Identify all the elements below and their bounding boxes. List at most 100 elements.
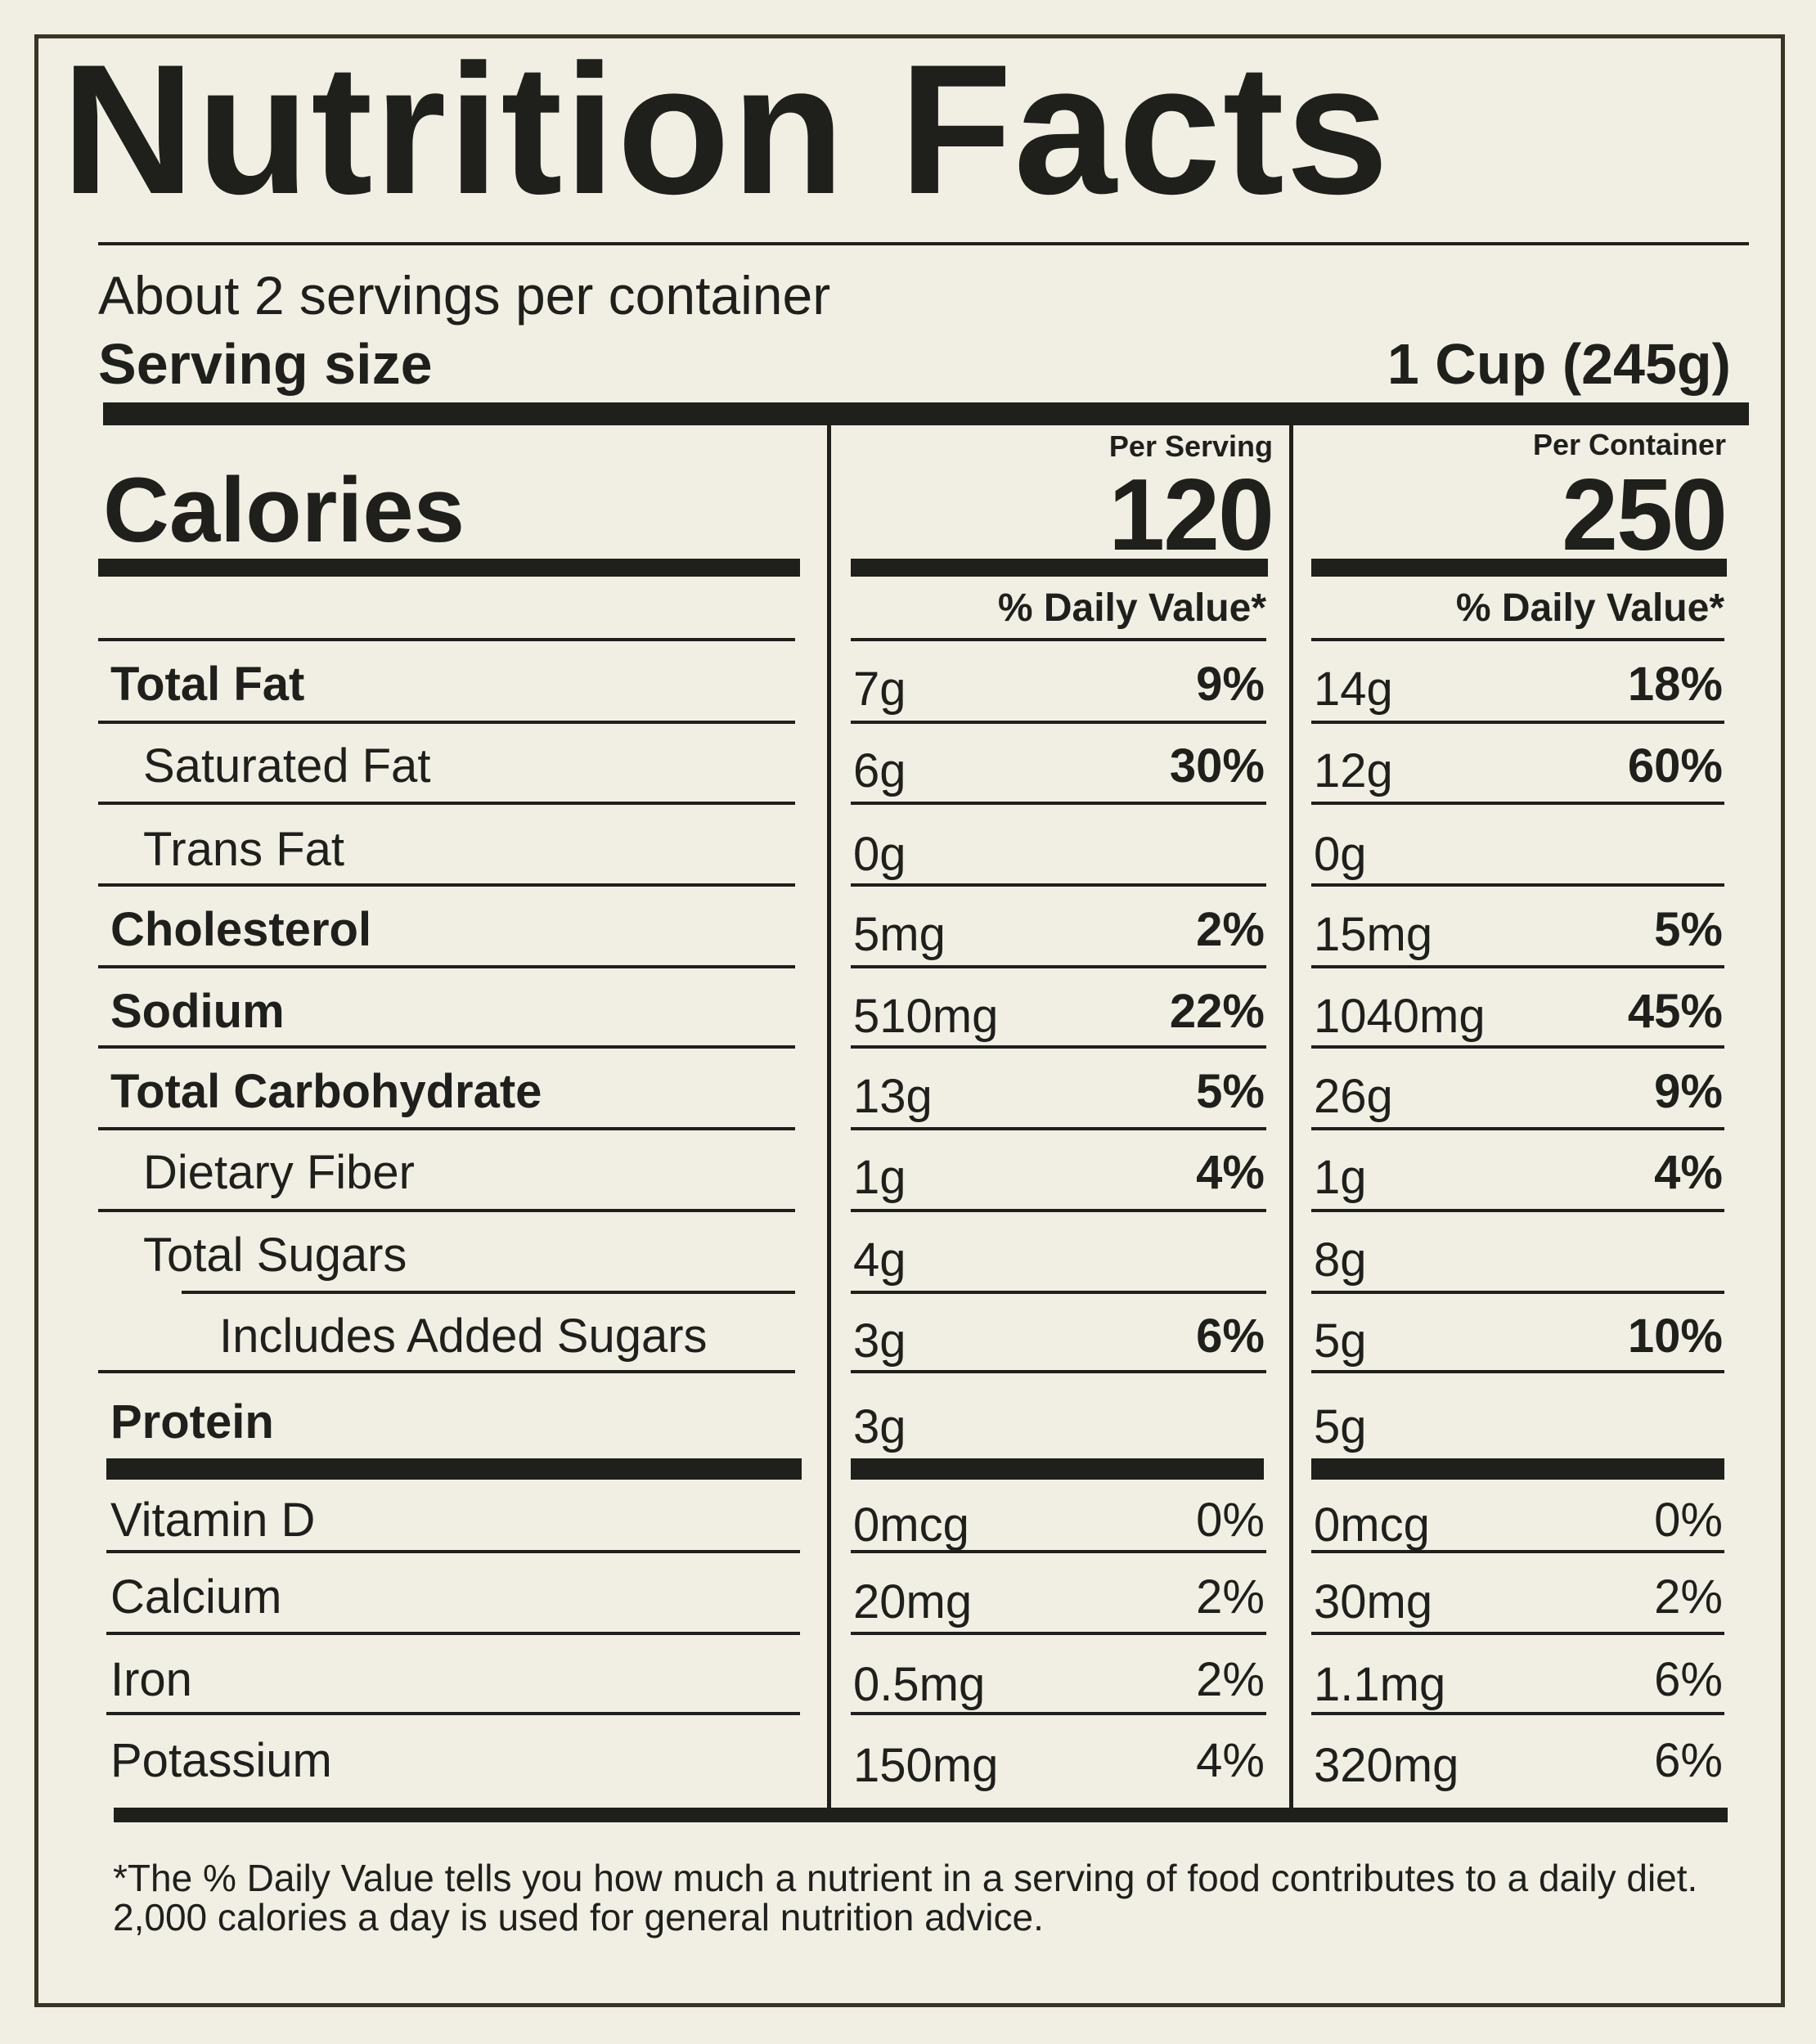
nutrient-name: Saturated Fat bbox=[143, 739, 431, 793]
row-divider-mid bbox=[851, 1632, 1266, 1635]
per-serving-dv: 2% bbox=[1196, 903, 1265, 956]
per-serving-amount: 4g bbox=[853, 1233, 906, 1287]
vitamin-name: Vitamin D bbox=[110, 1494, 316, 1547]
per-container-amount: 30mg bbox=[1314, 1575, 1433, 1628]
nutrient-name: Dietary Fiber bbox=[143, 1146, 415, 1199]
per-serving-heading: Per Serving bbox=[1108, 429, 1273, 463]
per-container-amount: 0mcg bbox=[1314, 1498, 1430, 1552]
per-container-amount: 5g bbox=[1314, 1400, 1367, 1453]
nutrient-name: Protein bbox=[110, 1395, 274, 1449]
serving-size-label: Serving size bbox=[98, 332, 433, 396]
per-serving-dv: 22% bbox=[1169, 985, 1265, 1038]
row-divider-right bbox=[1311, 1370, 1724, 1373]
per-container-dv: 6% bbox=[1654, 1734, 1723, 1787]
row-divider-left bbox=[98, 883, 795, 887]
per-container-dv-heading: % Daily Value* bbox=[1455, 586, 1724, 630]
row-divider-left bbox=[98, 1045, 795, 1049]
dv-heading-divider-left bbox=[98, 638, 795, 641]
row-divider-mid bbox=[851, 883, 1266, 887]
per-container-dv: 60% bbox=[1627, 739, 1723, 793]
per-serving-dv: 6% bbox=[1196, 1310, 1265, 1363]
per-container-calories: 250 bbox=[1562, 459, 1728, 572]
per-serving-amount: 0.5mg bbox=[853, 1658, 986, 1711]
vitamin-name: Iron bbox=[110, 1653, 192, 1706]
per-serving-dv: 30% bbox=[1169, 739, 1265, 793]
nutrient-name: Cholesterol bbox=[110, 903, 372, 956]
row-divider-right bbox=[1311, 1127, 1724, 1130]
per-serving-dv: 4% bbox=[1196, 1734, 1265, 1787]
per-container-dv: 0% bbox=[1654, 1494, 1723, 1547]
row-divider-right bbox=[1311, 1550, 1724, 1553]
servings-per-container: About 2 servings per container bbox=[98, 265, 831, 326]
per-container-dv: 6% bbox=[1654, 1653, 1723, 1706]
per-serving-dv-heading: % Daily Value* bbox=[997, 586, 1266, 630]
per-container-amount: 0g bbox=[1314, 828, 1367, 881]
row-divider-left bbox=[98, 721, 795, 724]
per-container-amount: 14g bbox=[1314, 663, 1393, 716]
row-divider-right bbox=[1311, 883, 1724, 887]
per-container-dv: 18% bbox=[1627, 658, 1723, 711]
column-divider-2 bbox=[1289, 425, 1293, 1808]
vitamin-divider-right bbox=[1311, 1458, 1724, 1480]
per-container-amount: 5g bbox=[1314, 1314, 1367, 1368]
per-serving-dv: 5% bbox=[1196, 1065, 1265, 1118]
row-divider-right bbox=[1311, 1632, 1724, 1635]
per-container-amount: 1.1mg bbox=[1314, 1658, 1446, 1711]
row-divider-left bbox=[106, 1550, 800, 1553]
nutrient-name: Sodium bbox=[110, 985, 285, 1038]
row-divider-mid bbox=[851, 1550, 1266, 1553]
vitamin-divider-left bbox=[106, 1458, 802, 1480]
vitamin-name: Calcium bbox=[110, 1570, 282, 1624]
per-container-amount: 15mg bbox=[1314, 908, 1433, 961]
vitamin-name: Potassium bbox=[110, 1734, 332, 1787]
per-serving-dv: 4% bbox=[1196, 1146, 1265, 1199]
row-divider-mid bbox=[851, 1209, 1266, 1212]
per-serving-amount: 13g bbox=[853, 1070, 933, 1123]
row-divider-right bbox=[1311, 1712, 1724, 1715]
per-serving-dv: 9% bbox=[1196, 658, 1265, 711]
per-serving-amount: 0mcg bbox=[853, 1498, 969, 1552]
nutrient-name: Trans Fat bbox=[143, 823, 345, 876]
per-container-dv: 2% bbox=[1654, 1570, 1723, 1624]
per-container-dv: 4% bbox=[1654, 1146, 1723, 1199]
title-divider bbox=[98, 242, 1749, 245]
row-divider-mid bbox=[851, 1045, 1266, 1049]
nutrition-label bbox=[34, 34, 1785, 2007]
per-container-dv: 10% bbox=[1627, 1310, 1723, 1363]
serving-thick-divider bbox=[103, 402, 1749, 425]
per-serving-amount: 150mg bbox=[853, 1739, 999, 1792]
per-container-amount: 1040mg bbox=[1314, 990, 1486, 1043]
row-divider-left bbox=[106, 1712, 800, 1715]
per-container-dv: 5% bbox=[1654, 903, 1723, 956]
row-divider-left bbox=[98, 1209, 795, 1212]
row-divider-right bbox=[1311, 1209, 1724, 1212]
per-serving-amount: 0g bbox=[853, 828, 906, 881]
row-divider-right bbox=[1311, 802, 1724, 805]
per-container-dv: 45% bbox=[1627, 985, 1723, 1038]
per-serving-amount: 5mg bbox=[853, 908, 946, 961]
per-serving-dv: 0% bbox=[1196, 1494, 1265, 1547]
dv-heading-divider-mid bbox=[851, 638, 1266, 641]
row-divider-right bbox=[1311, 965, 1724, 968]
nutrient-name: Includes Added Sugars bbox=[219, 1310, 708, 1363]
per-container-amount: 320mg bbox=[1314, 1739, 1459, 1792]
per-serving-amount: 1g bbox=[853, 1151, 906, 1204]
row-divider-left bbox=[182, 1291, 795, 1294]
row-divider-mid bbox=[851, 802, 1266, 805]
row-divider-mid bbox=[851, 1370, 1266, 1373]
per-serving-amount: 3g bbox=[853, 1314, 906, 1368]
per-container-heading: Per Container bbox=[1532, 428, 1726, 461]
per-serving-amount: 20mg bbox=[853, 1575, 973, 1628]
nutrient-name: Total Sugars bbox=[143, 1229, 407, 1282]
calories-divider-left bbox=[98, 559, 800, 577]
footnote: *The % Daily Value tells you how much a … bbox=[113, 1857, 1698, 1938]
per-serving-dv: 2% bbox=[1196, 1653, 1265, 1706]
row-divider-left bbox=[106, 1632, 800, 1635]
serving-size-value: 1 Cup (245g) bbox=[1387, 332, 1731, 396]
dv-heading-divider-right bbox=[1311, 638, 1724, 641]
per-container-amount: 12g bbox=[1314, 744, 1393, 797]
row-divider-mid bbox=[851, 1712, 1266, 1715]
per-container-amount: 8g bbox=[1314, 1233, 1367, 1287]
calories-label: Calories bbox=[103, 459, 465, 561]
vitamin-divider-mid bbox=[851, 1458, 1264, 1480]
